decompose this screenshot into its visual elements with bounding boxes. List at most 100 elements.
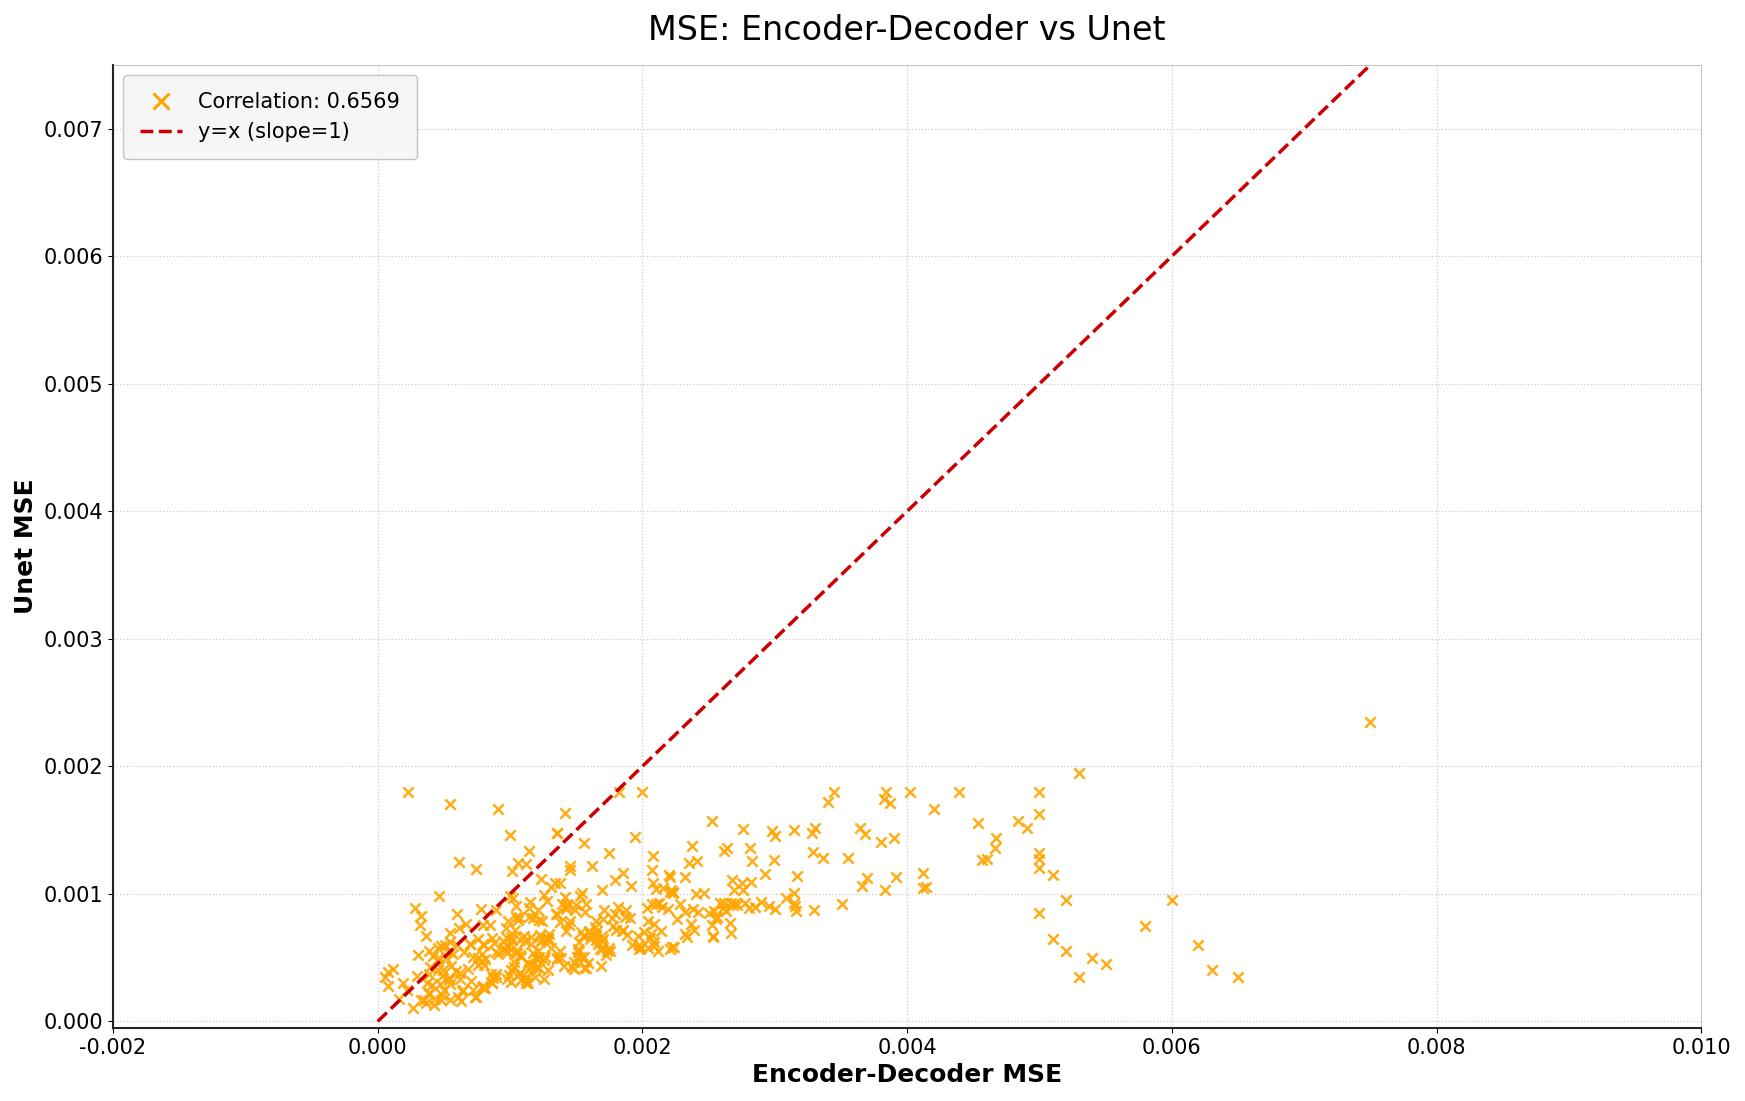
Point: [567, 924, 595, 941]
Point: [590, 902, 618, 919]
Point: [571, 903, 599, 920]
Point: [513, 968, 541, 985]
Point: [515, 898, 543, 916]
Point: [670, 925, 698, 942]
Point: [403, 968, 431, 985]
Point: [525, 911, 553, 928]
Point: [537, 939, 565, 957]
Point: [698, 928, 726, 946]
Point: [553, 895, 581, 913]
Point: [448, 981, 476, 999]
Point: [1014, 819, 1042, 837]
Point: [476, 966, 504, 983]
Point: [436, 925, 464, 942]
Point: [494, 970, 522, 988]
Point: [415, 966, 443, 983]
Point: [625, 936, 653, 953]
Point: [436, 944, 464, 961]
Point: [527, 870, 555, 887]
Point: [599, 909, 626, 927]
Point: [583, 926, 611, 944]
Point: [920, 800, 948, 818]
Point: [708, 898, 736, 916]
Point: [672, 928, 700, 946]
Point: [829, 895, 857, 913]
Point: [551, 922, 579, 939]
Point: [909, 879, 937, 896]
Point: [564, 942, 592, 960]
Point: [782, 903, 810, 920]
Point: [457, 936, 485, 953]
Point: [656, 940, 684, 958]
Point: [1026, 860, 1054, 877]
Point: [1185, 936, 1213, 953]
Point: [478, 969, 506, 986]
Point: [510, 927, 537, 945]
Point: [494, 938, 522, 956]
Point: [400, 1000, 428, 1017]
Point: [530, 951, 558, 969]
Point: [602, 871, 630, 889]
Point: [454, 960, 482, 978]
Point: [588, 940, 616, 958]
Point: [522, 949, 550, 967]
X-axis label: Encoder-Decoder MSE: Encoder-Decoder MSE: [752, 1064, 1063, 1087]
Point: [459, 981, 487, 999]
Point: [572, 959, 600, 977]
Point: [525, 933, 553, 950]
Point: [895, 783, 923, 800]
Point: [482, 966, 510, 983]
Point: [499, 889, 527, 906]
Point: [1197, 961, 1225, 979]
Point: [679, 901, 707, 918]
Point: [635, 939, 663, 957]
Point: [529, 913, 557, 930]
Point: [612, 901, 640, 918]
Point: [389, 974, 417, 992]
Point: [482, 969, 510, 986]
Point: [424, 961, 452, 979]
Point: [721, 881, 749, 898]
Point: [658, 882, 686, 900]
Point: [569, 960, 597, 978]
Point: [459, 948, 487, 966]
Point: [469, 936, 497, 953]
Point: [424, 939, 452, 957]
Point: [499, 862, 527, 880]
Point: [981, 839, 1009, 857]
Point: [407, 907, 435, 925]
Point: [771, 890, 799, 907]
Point: [761, 827, 789, 844]
Point: [497, 973, 525, 991]
Point: [564, 948, 592, 966]
Point: [612, 926, 640, 944]
Point: [560, 953, 588, 971]
Point: [457, 972, 485, 990]
Point: [471, 979, 499, 996]
Point: [576, 930, 604, 948]
Point: [879, 829, 907, 847]
Point: [1026, 783, 1054, 800]
Point: [494, 966, 522, 983]
Point: [564, 940, 592, 958]
Point: [394, 783, 422, 800]
Point: [504, 854, 532, 872]
Point: [506, 948, 534, 966]
Point: [576, 926, 604, 944]
Point: [537, 879, 565, 896]
Point: [799, 901, 827, 918]
Point: [471, 950, 499, 968]
Point: [443, 989, 471, 1006]
Point: [407, 991, 435, 1009]
Point: [557, 913, 585, 930]
Point: [461, 988, 489, 1005]
Point: [667, 895, 695, 913]
Point: [735, 900, 763, 917]
Point: [639, 862, 667, 880]
Point: [546, 942, 574, 960]
Point: [436, 934, 464, 951]
Point: [606, 783, 633, 800]
Point: [543, 825, 571, 842]
Point: [543, 825, 571, 842]
Point: [642, 880, 670, 897]
